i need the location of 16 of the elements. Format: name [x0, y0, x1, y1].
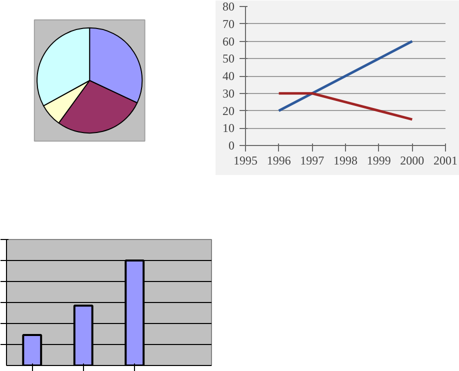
y-tick-label: 30 [222, 86, 234, 100]
y-tick-label: 60 [222, 34, 234, 48]
x-tick-label: 1995 [234, 154, 258, 168]
y-tick-label: 0 [228, 138, 234, 152]
y-tick-label: 10 [222, 121, 234, 136]
y-tick-label: 50 [222, 52, 234, 66]
y-tick-label: 80 [222, 0, 234, 14]
x-tick-label: 1997 [300, 154, 324, 168]
x-tick-label: 1998 [334, 154, 358, 168]
y-tick-label: 70 [222, 16, 234, 31]
y-tick-label: 20 [222, 104, 234, 118]
x-tick-label: 1999 [366, 154, 391, 168]
x-tick-label: 2000 [400, 154, 424, 168]
x-tick-label: 1996 [266, 154, 291, 168]
x-tick-label: 2001 [434, 154, 458, 168]
y-tick-label: 40 [222, 69, 234, 83]
